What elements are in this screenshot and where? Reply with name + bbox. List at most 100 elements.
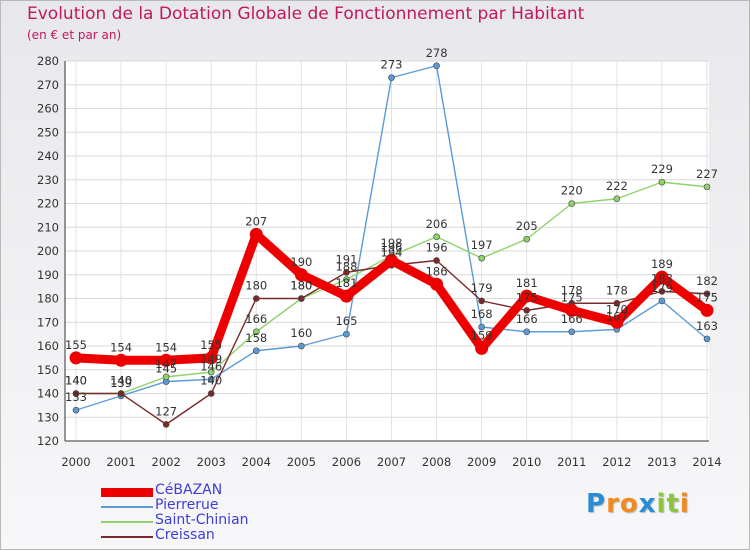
data-point	[523, 328, 531, 336]
data-point	[433, 62, 440, 70]
data-point	[658, 297, 666, 305]
logo-letter: o	[619, 489, 639, 519]
y-tick-label: 280	[37, 54, 59, 68]
data-label: 220	[561, 184, 583, 198]
y-tick-label: 270	[37, 78, 59, 92]
data-label: 166	[561, 312, 583, 326]
y-tick-label: 170	[37, 315, 59, 329]
data-label: 133	[65, 390, 87, 404]
data-point	[703, 335, 711, 343]
data-point	[700, 303, 714, 317]
data-label: 140	[65, 374, 87, 388]
data-label: 180	[245, 279, 267, 293]
line-chart: 120 130 140 150 160 170 180 190 200 210 220 230 240 2…	[37, 46, 722, 469]
legend-swatch	[101, 487, 153, 497]
y-tick-label: 210	[37, 220, 59, 234]
data-point	[613, 195, 621, 203]
x-tick-label: 2009	[467, 455, 496, 469]
data-label: 175	[696, 290, 718, 304]
data-label: 196	[381, 241, 403, 255]
data-label: 183	[651, 271, 673, 285]
data-label: 180	[290, 279, 312, 293]
data-label: 190	[290, 255, 312, 269]
data-label: 227	[696, 167, 718, 181]
data-label: 127	[155, 404, 177, 418]
data-label: 178	[606, 283, 628, 297]
data-point	[117, 390, 125, 397]
y-tick-label: 240	[37, 149, 59, 163]
data-label: 175	[516, 290, 538, 304]
data-point	[658, 178, 666, 186]
data-point	[478, 323, 485, 331]
y-tick-label: 230	[37, 173, 59, 187]
data-label: 181	[516, 276, 538, 290]
data-label: 229	[651, 162, 673, 176]
logo-letter: P	[586, 489, 607, 519]
data-label: 139	[110, 376, 132, 390]
data-label: 175	[561, 290, 583, 304]
data-point	[159, 353, 173, 367]
x-tick-label: 2012	[602, 455, 631, 469]
y-tick-label: 260	[37, 102, 59, 116]
data-point	[162, 421, 170, 428]
data-label: 191	[335, 252, 357, 266]
x-tick-label: 2006	[332, 455, 361, 469]
data-point	[72, 406, 80, 414]
data-label: 178	[561, 283, 583, 297]
data-label: 146	[200, 359, 222, 373]
data-point	[430, 277, 444, 291]
data-label: 168	[471, 307, 493, 321]
x-tick-label: 2013	[647, 455, 676, 469]
data-label: 159	[471, 328, 493, 342]
x-tick-label: 2007	[377, 455, 406, 469]
data-point	[343, 269, 350, 276]
data-label: 181	[335, 276, 357, 290]
data-point	[343, 276, 350, 283]
data-point	[478, 254, 485, 262]
data-point	[613, 299, 621, 307]
data-point	[298, 342, 305, 350]
data-point	[294, 268, 308, 282]
legend-swatch	[101, 521, 153, 523]
data-label: 158	[245, 331, 267, 345]
data-label: 196	[426, 241, 448, 255]
y-tick-label: 150	[37, 363, 59, 377]
data-point	[252, 295, 260, 302]
data-point	[568, 328, 576, 336]
data-label: 155	[65, 338, 87, 352]
data-point	[249, 227, 263, 241]
data-point	[72, 390, 80, 397]
data-label: 165	[335, 314, 357, 328]
data-point	[703, 183, 711, 191]
data-point	[475, 341, 489, 355]
data-point	[568, 200, 576, 207]
data-point	[207, 390, 215, 397]
data-label: 154	[110, 340, 132, 354]
x-tick-label: 2001	[106, 455, 135, 469]
x-tick-label: 2002	[152, 455, 181, 469]
data-label: 206	[426, 217, 448, 231]
y-tick-label: 160	[37, 339, 59, 353]
data-label: 170	[606, 302, 628, 316]
data-point	[388, 74, 395, 81]
data-point	[252, 347, 260, 355]
logo-letter: r	[606, 489, 620, 519]
legend-label: Pierrerue	[155, 497, 219, 513]
legend-label: CéBAZAN	[155, 482, 223, 498]
data-label: 179	[651, 281, 673, 295]
data-point	[433, 257, 440, 264]
data-label: 222	[606, 179, 628, 193]
data-label: 194	[381, 245, 403, 259]
data-label: 278	[426, 46, 448, 60]
data-point	[69, 351, 83, 365]
x-tick-label: 2004	[242, 455, 271, 469]
data-point	[114, 353, 128, 367]
x-tick-label: 2014	[692, 455, 721, 469]
y-tick-label: 250	[37, 125, 59, 139]
data-label: 149	[200, 352, 222, 366]
data-label: 198	[381, 236, 403, 250]
data-point	[478, 297, 485, 305]
data-point	[565, 303, 579, 317]
data-label: 140	[110, 374, 132, 388]
